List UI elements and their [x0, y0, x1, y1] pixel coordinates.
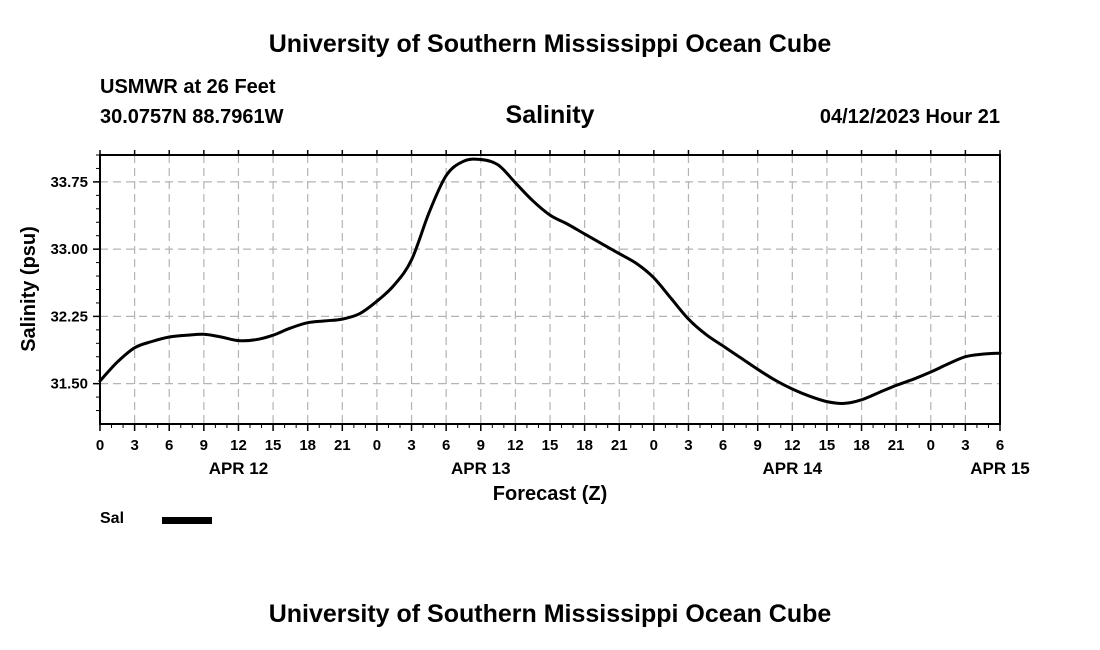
x-tick-label: 15	[542, 437, 559, 454]
x-tick-label: 0	[96, 437, 104, 454]
y-tick-label: 32.25	[50, 308, 88, 325]
x-tick-label: 0	[373, 437, 381, 454]
x-tick-label: 9	[477, 437, 485, 454]
x-tick-label: 21	[888, 437, 905, 454]
series-line-sal	[98, 157, 1002, 405]
axis-layer: 0 3 6 9 12 15 18 21 0 3 6 9 12 15 18 21 0 3 6 9 12 15 18 21 0 3 6A…	[50, 150, 1030, 478]
grid-layer	[100, 155, 1000, 424]
chart-title: Salinity	[505, 101, 595, 129]
x-tick-label: 12	[784, 437, 801, 454]
legend-swatch	[162, 517, 212, 524]
x-axis-label: Forecast (Z)	[493, 483, 607, 505]
x-day-label: APR 14	[763, 459, 823, 478]
x-tick-label: 9	[754, 437, 762, 454]
x-day-label: APR 13	[451, 459, 511, 478]
x-tick-label: 0	[650, 437, 658, 454]
x-tick-label: 18	[853, 437, 870, 454]
x-day-label: APR 15	[970, 459, 1030, 478]
x-tick-label: 6	[996, 437, 1004, 454]
forecast-timestamp: 04/12/2023 Hour 21	[819, 106, 1000, 128]
x-tick-label: 18	[576, 437, 593, 454]
station-coordinates: 30.0757N 88.7961W	[100, 106, 284, 128]
x-tick-label: 3	[961, 437, 969, 454]
y-tick-label: 33.75	[50, 174, 88, 191]
x-tick-label: 21	[334, 437, 351, 454]
x-tick-label: 3	[684, 437, 692, 454]
x-tick-label: 3	[130, 437, 138, 454]
x-tick-label: 12	[507, 437, 524, 454]
x-tick-label: 15	[265, 437, 282, 454]
x-tick-label: 18	[299, 437, 316, 454]
plot-frame	[99, 154, 1001, 425]
x-tick-label: 15	[819, 437, 836, 454]
x-tick-label: 0	[927, 437, 935, 454]
x-tick-label: 21	[611, 437, 628, 454]
x-day-label: APR 12	[209, 459, 269, 478]
x-tick-label: 6	[719, 437, 727, 454]
footer-title: University of Southern Mississippi Ocean…	[268, 600, 832, 628]
x-tick-label: 6	[442, 437, 450, 454]
x-tick-label: 12	[230, 437, 247, 454]
y-tick-label: 31.50	[50, 376, 88, 393]
y-axis-label: Salinity (psu)	[18, 226, 40, 352]
x-tick-label: 6	[165, 437, 173, 454]
legend-label: Sal	[100, 510, 125, 527]
y-tick-label: 33.00	[50, 241, 88, 258]
x-tick-label: 3	[407, 437, 415, 454]
page-title: University of Southern Mississippi Ocean…	[268, 30, 832, 58]
station-label: USMWR at 26 Feet	[100, 76, 276, 98]
x-tick-label: 9	[200, 437, 208, 454]
series-layer	[98, 157, 1002, 405]
